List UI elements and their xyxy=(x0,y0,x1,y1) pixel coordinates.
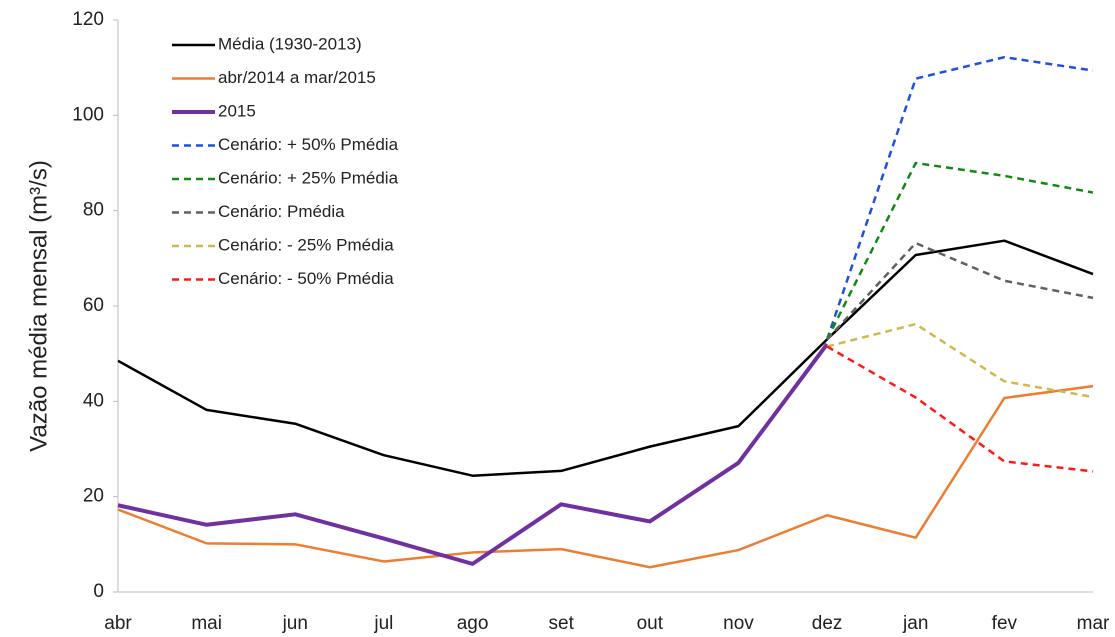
series-line xyxy=(825,55,1094,340)
series-line xyxy=(826,322,1094,399)
x-tick-label: nov xyxy=(723,613,754,634)
x-tick-label: jan xyxy=(902,613,928,634)
legend-label: Cenário: + 50% Pmédia xyxy=(218,135,399,154)
legend-label: 2015 xyxy=(218,101,256,120)
y-tick-label: 120 xyxy=(72,9,104,30)
y-tick-label: 20 xyxy=(83,486,104,507)
x-tick-label: set xyxy=(549,613,575,634)
y-tick-label: 80 xyxy=(83,200,104,221)
x-tick-label: jul xyxy=(373,613,393,634)
x-tick-label: fev xyxy=(992,613,1018,634)
legend-label: Cenário: Pmédia xyxy=(218,202,345,221)
y-axis-label: Vazão média mensal (m³/s) xyxy=(25,160,52,452)
x-tick-label: dez xyxy=(812,613,843,634)
x-tick-label: mar xyxy=(1077,613,1110,634)
legend-label: Cenário: + 25% Pmédia xyxy=(218,168,399,187)
legend: Média (1930-2013) abr/2014 a mar/2015 2015… xyxy=(172,34,399,288)
x-tick-label: jun xyxy=(282,613,308,634)
y-tick-label: 100 xyxy=(72,104,104,125)
legend-label: Cenário: - 50% Pmédia xyxy=(218,269,394,288)
series-line xyxy=(826,241,1094,341)
x-tick-label: out xyxy=(637,613,664,634)
y-tick-label: 60 xyxy=(83,295,104,316)
series-line xyxy=(117,384,1094,569)
x-tick-label: mai xyxy=(191,613,222,634)
series-line xyxy=(117,342,829,566)
legend-label: abr/2014 a mar/2015 xyxy=(218,68,376,87)
series-line xyxy=(825,161,1094,340)
y-tick-label: 0 xyxy=(93,581,104,602)
series-line xyxy=(117,239,1094,477)
y-tick-label: 40 xyxy=(83,390,104,411)
series-line xyxy=(826,345,1094,473)
legend-label: Média (1930-2013) xyxy=(218,34,362,53)
legend-label: Cenário: - 25% Pmédia xyxy=(218,235,394,254)
x-tick-label: abr xyxy=(104,613,132,634)
x-tick-label: ago xyxy=(457,613,489,634)
